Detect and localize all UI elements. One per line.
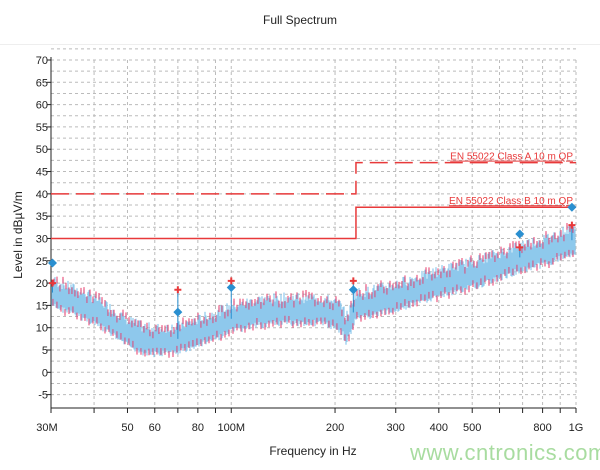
qp-marker: [173, 307, 183, 317]
y-tick-label: 65: [36, 77, 48, 89]
y-tick-label: 60: [36, 100, 48, 112]
y-tick-label: 45: [36, 167, 48, 179]
y-tick-label: 5: [42, 345, 48, 357]
x-tick-label: 400: [430, 422, 448, 434]
x-tick-label: 100M: [217, 422, 245, 434]
limit-label: EN 55022 Class B 10 m QP: [449, 196, 573, 207]
limit-label: EN 55022 Class A 10 m QP: [450, 152, 573, 163]
limit-line: [51, 161, 576, 195]
y-tick-label: 15: [36, 300, 48, 312]
y-axis-label: Level in dBµV/m: [11, 191, 25, 279]
qp-marker: [348, 285, 358, 295]
x-tick-label: 60: [149, 422, 161, 434]
y-tick-label: 20: [36, 278, 48, 290]
peak-marker: [227, 277, 235, 285]
y-tick-label: 55: [36, 122, 48, 134]
limit-line: [51, 206, 576, 240]
x-tick-label: 500: [463, 422, 481, 434]
watermark: www.cntronics.com: [410, 440, 600, 465]
x-tick-label: 80: [192, 422, 204, 434]
peak-marker: [516, 243, 524, 251]
y-tick-label: 35: [36, 211, 48, 223]
x-tick-label: 1G: [569, 422, 584, 434]
y-tick-label: 40: [36, 189, 48, 201]
x-tick-label: 300: [387, 422, 405, 434]
y-tick-label: 30: [36, 233, 48, 245]
header-divider: [0, 44, 600, 45]
x-tick-label: 30M: [36, 422, 57, 434]
qp-marker: [515, 229, 525, 239]
qp-marker: [567, 202, 577, 212]
y-tick-label: 70: [36, 55, 48, 67]
peak-marker: [349, 277, 357, 285]
y-tick-label: 0: [42, 367, 48, 379]
peak-marker: [568, 221, 576, 229]
chart-title: Full Spectrum: [262, 13, 338, 27]
x-tick-label: 50: [121, 422, 133, 434]
peak-marker: [174, 286, 182, 294]
y-tick-label: 50: [36, 144, 48, 156]
y-tick-label: 25: [36, 256, 48, 268]
qp-marker: [226, 283, 236, 293]
y-tick-label: 10: [36, 323, 48, 335]
peak-marker: [48, 279, 56, 287]
y-tick-label: -5: [38, 390, 48, 402]
qp-marker: [47, 258, 57, 268]
x-axis-label: Frequency in Hz: [269, 444, 356, 458]
x-tick-label: 200: [326, 422, 344, 434]
x-tick-label: 800: [533, 422, 551, 434]
